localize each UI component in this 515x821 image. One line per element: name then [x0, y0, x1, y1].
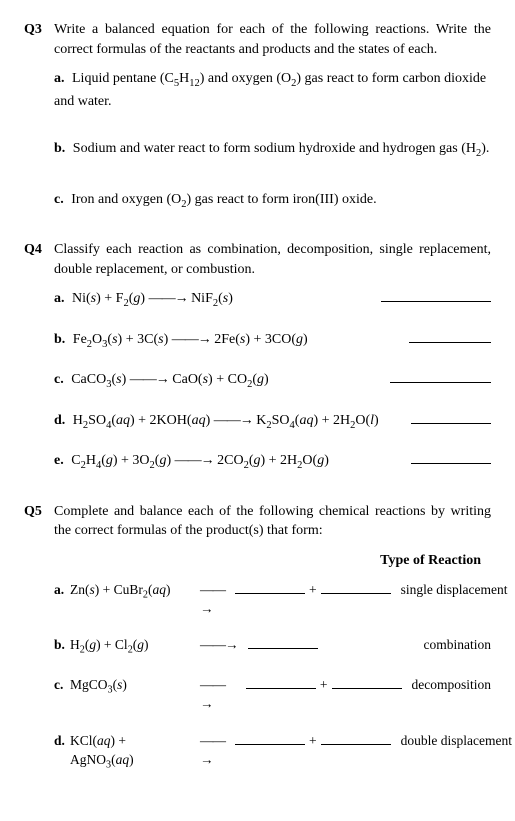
q5a-plus: + — [309, 581, 317, 600]
q5d-plus: + — [309, 732, 317, 751]
q5b-letter: b. — [54, 636, 70, 655]
q3-item-b: b. Sodium and water react to form sodium… — [54, 139, 491, 161]
q3-number: Q3 — [24, 20, 54, 40]
q4e-equation: e. C2H4(g) + 3O2(g) ——→ 2CO2(g) + 2H2O(g… — [54, 451, 329, 473]
q5c-blank-2[interactable] — [332, 688, 402, 689]
q3c-text: Iron and oxygen (O2) gas react to form i… — [71, 192, 376, 207]
q3b-text: Sodium and water react to form sodium hy… — [73, 141, 490, 156]
q4-item-b: b. Fe2O3(s) + 3C(s) ——→ 2Fe(s) + 3CO(g) — [54, 330, 491, 352]
q3c-letter: c. — [54, 192, 64, 207]
q4c-equation: c. CaCO3(s) ——→ CaO(s) + CO2(g) — [54, 370, 269, 392]
q4-item-a: a. Ni(s) + F2(g) ——→ NiF2(s) — [54, 289, 491, 311]
arrow-icon: ——→ — [200, 636, 238, 655]
q5b-reactant: H2(g) + Cl2(g) — [70, 636, 190, 658]
q3-item-a: a. Liquid pentane (C5H12) and oxygen (O2… — [54, 69, 491, 111]
q4-header: Q4 Classify each reaction as combination… — [24, 240, 491, 279]
q5b-blank-1[interactable] — [248, 648, 318, 649]
q3b-letter: b. — [54, 141, 65, 156]
q4b-equation: b. Fe2O3(s) + 3C(s) ——→ 2Fe(s) + 3CO(g) — [54, 330, 308, 352]
q5-item-a: a. Zn(s) + CuBr2(aq) ——→ + single displa… — [54, 581, 491, 619]
q5c-reactant: MgCO3(s) — [70, 676, 190, 698]
q5c-type: decomposition — [402, 676, 492, 695]
q4-item-c: c. CaCO3(s) ——→ CaO(s) + CO2(g) — [54, 370, 491, 392]
q4e-blank[interactable] — [411, 463, 491, 464]
q5-prompt: Complete and balance each of the followi… — [54, 502, 491, 541]
q4d-equation: d. H2SO4(aq) + 2KOH(aq) ——→ K2SO4(aq) + … — [54, 411, 379, 433]
q5c-plus: + — [320, 676, 328, 695]
q5d-letter: d. — [54, 732, 70, 751]
q3a-text: Liquid pentane (C5H12) and oxygen (O2) g… — [54, 71, 486, 108]
q5-item-b: b. H2(g) + Cl2(g) ——→ combination — [54, 636, 491, 658]
q5d-blank-2[interactable] — [321, 744, 391, 745]
q5a-letter: a. — [54, 581, 70, 600]
q5b-type: combination — [414, 636, 492, 655]
question-3: Q3 Write a balanced equation for each of… — [24, 20, 491, 212]
q3-prompt: Write a balanced equation for each of th… — [54, 20, 491, 59]
q5a-blank-2[interactable] — [321, 593, 391, 594]
q3-header: Q3 Write a balanced equation for each of… — [24, 20, 491, 59]
question-5: Q5 Complete and balance each of the foll… — [24, 502, 491, 773]
q4-prompt: Classify each reaction as combination, d… — [54, 240, 491, 279]
q5d-type: double displacement — [391, 732, 512, 751]
q4b-blank[interactable] — [409, 342, 491, 343]
q5-header: Q5 Complete and balance each of the foll… — [24, 502, 491, 541]
question-4: Q4 Classify each reaction as combination… — [24, 240, 491, 474]
q5c-blank-1[interactable] — [246, 688, 316, 689]
q4c-blank[interactable] — [390, 382, 491, 383]
arrow-icon: ——→ — [200, 732, 225, 770]
q4-item-e: e. C2H4(g) + 3O2(g) ——→ 2CO2(g) + 2H2O(g… — [54, 451, 491, 473]
q5a-reactant: Zn(s) + CuBr2(aq) — [70, 581, 190, 603]
q4a-blank[interactable] — [381, 301, 491, 302]
q5-item-d: d. KCl(aq) + AgNO3(aq) ——→ + double disp… — [54, 732, 491, 773]
q5d-blank-1[interactable] — [235, 744, 305, 745]
q5a-blank-1[interactable] — [235, 593, 305, 594]
q5d-reactant: KCl(aq) + AgNO3(aq) — [70, 732, 190, 773]
q5a-type: single displacement — [391, 581, 508, 600]
arrow-icon: ——→ — [200, 581, 225, 619]
q5-number: Q5 — [24, 502, 54, 522]
q4-item-d: d. H2SO4(aq) + 2KOH(aq) ——→ K2SO4(aq) + … — [54, 411, 491, 433]
q4d-blank[interactable] — [411, 423, 491, 424]
q5c-letter: c. — [54, 676, 70, 695]
q3a-letter: a. — [54, 71, 65, 86]
q3-item-c: c. Iron and oxygen (O2) gas react to for… — [54, 190, 491, 212]
q4a-equation: a. Ni(s) + F2(g) ——→ NiF2(s) — [54, 289, 233, 311]
q5-type-header: Type of Reaction — [54, 551, 491, 571]
q4-number: Q4 — [24, 240, 54, 260]
